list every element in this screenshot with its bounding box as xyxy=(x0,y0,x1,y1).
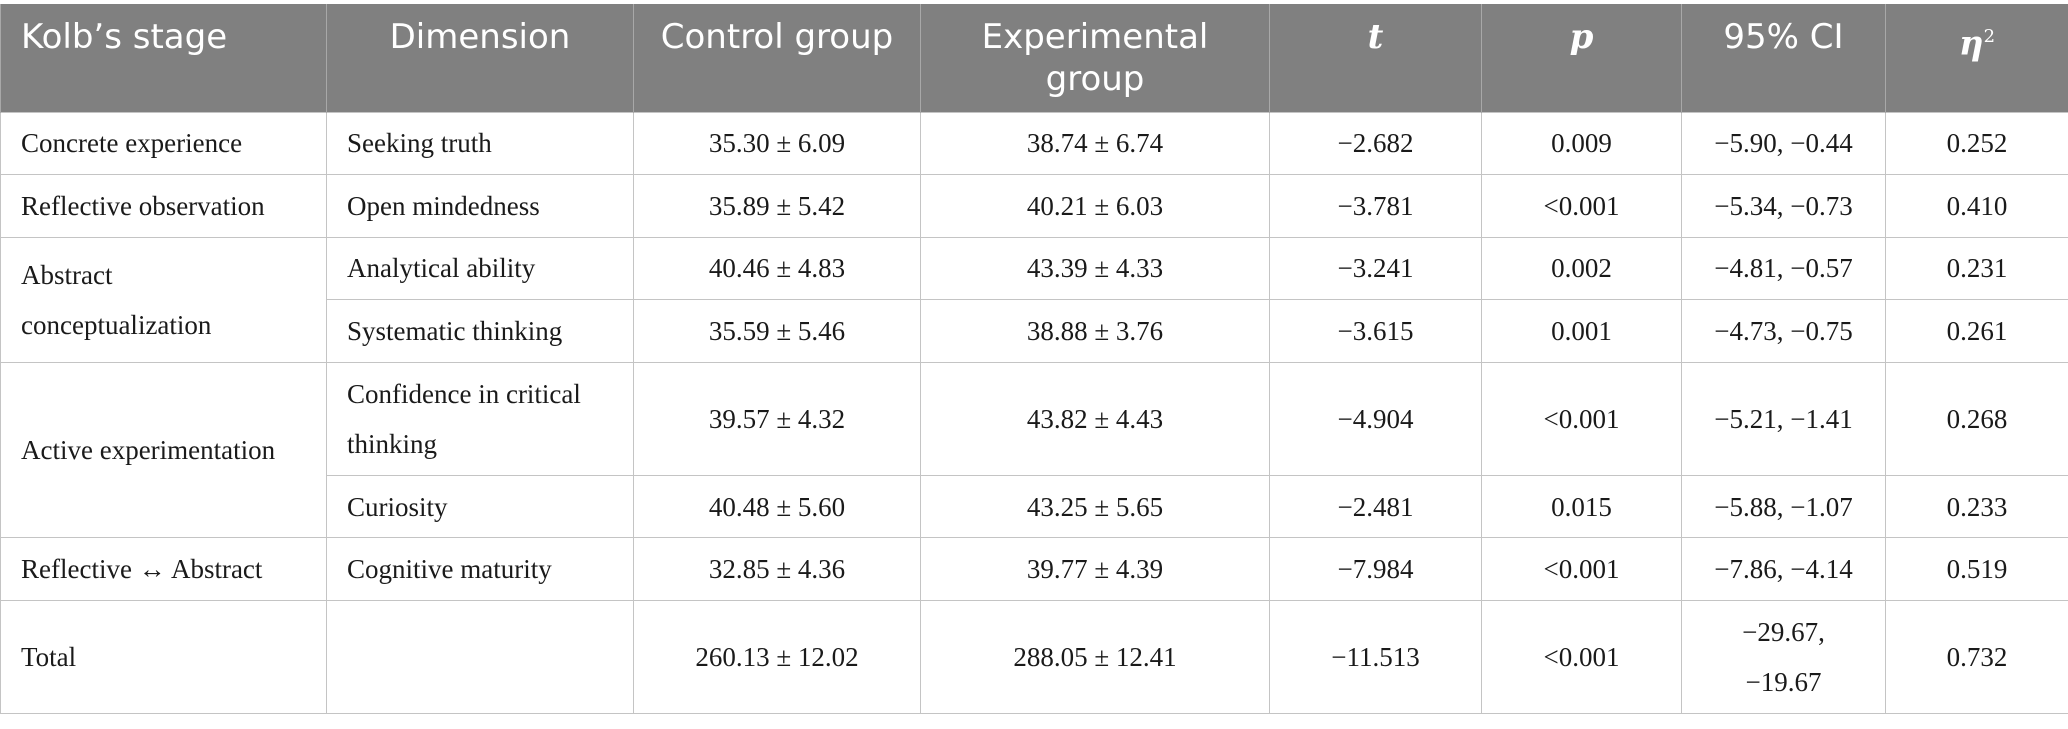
eta-cell: 0.233 xyxy=(1885,474,2068,539)
experimental-cell: 288.05 ± 12.41 xyxy=(920,599,1270,715)
p-cell: <0.001 xyxy=(1481,361,1682,476)
results-table: Kolb’s stage Dimension Control group Exp… xyxy=(0,4,2068,715)
eta-cell: 0.732 xyxy=(1885,599,2068,715)
t-cell: −11.513 xyxy=(1269,599,1482,715)
t-cell: −3.615 xyxy=(1269,299,1482,363)
ci-cell: −7.86, −4.14 xyxy=(1681,537,1886,601)
header-kolb-stage: Kolb’s stage xyxy=(0,4,327,112)
table-row: Curiosity 40.48 ± 5.60 43.25 ± 5.65 −2.4… xyxy=(1,474,2068,539)
control-cell: 35.30 ± 6.09 xyxy=(633,111,921,176)
header-p: p xyxy=(1481,4,1682,112)
ci-cell: −5.90, −0.44 xyxy=(1681,111,1886,176)
experimental-cell: 43.25 ± 5.65 xyxy=(920,474,1270,539)
stage-cell: Concrete experience xyxy=(0,111,327,176)
dimension-cell: Confidence in critical thinking xyxy=(326,361,634,476)
control-cell: 260.13 ± 12.02 xyxy=(633,599,921,715)
control-cell: 35.89 ± 5.42 xyxy=(633,174,921,238)
eta-cell: 0.261 xyxy=(1885,299,2068,363)
p-cell: <0.001 xyxy=(1481,537,1682,601)
t-cell: −3.781 xyxy=(1269,174,1482,238)
eta-cell: 0.410 xyxy=(1885,174,2068,238)
table-row: Reflective observation Open mindedness 3… xyxy=(0,174,2068,238)
t-cell: −2.682 xyxy=(1269,111,1482,176)
dimension-cell: Systematic thinking xyxy=(326,299,634,363)
stage-cell: Abstract conceptualization xyxy=(0,236,327,363)
stage-cell: Active experimentation xyxy=(0,361,327,539)
experimental-cell: 43.82 ± 4.43 xyxy=(920,361,1270,476)
ci-cell: −5.34, −0.73 xyxy=(1681,174,1886,238)
eta-cell: 0.252 xyxy=(1885,111,2068,176)
stage-cell: Reflective observation xyxy=(0,174,327,238)
dimension-cell: Analytical ability xyxy=(326,236,634,301)
eta-cell: 0.268 xyxy=(1885,361,2068,476)
dimension-cell: Curiosity xyxy=(326,474,634,539)
experimental-cell: 38.88 ± 3.76 xyxy=(920,299,1270,363)
header-dimension: Dimension xyxy=(326,4,634,112)
ci-cell: −5.21, −1.41 xyxy=(1681,361,1886,476)
control-cell: 35.59 ± 5.46 xyxy=(633,299,921,363)
dimension-cell: Open mindedness xyxy=(326,174,634,238)
dimension-cell: Cognitive maturity xyxy=(326,537,634,601)
header-eta-squared: η2 xyxy=(1885,4,2068,112)
ci-cell: −4.81, −0.57 xyxy=(1681,236,1886,301)
header-ci: 95% CI xyxy=(1681,4,1886,112)
stage-cell: Total xyxy=(0,599,327,715)
table-row: Abstract conceptualization Analytical ab… xyxy=(0,236,2068,363)
eta-cell: 0.519 xyxy=(1885,537,2068,601)
stage-cell: Reflective ↔ Abstract xyxy=(0,537,327,601)
ci-cell: −29.67, −19.67 xyxy=(1681,599,1886,715)
experimental-cell: 39.77 ± 4.39 xyxy=(920,537,1270,601)
control-cell: 39.57 ± 4.32 xyxy=(633,361,921,476)
table-row: Active experimentation Confidence in cri… xyxy=(0,361,2068,539)
control-cell: 40.46 ± 4.83 xyxy=(633,236,921,301)
t-cell: −4.904 xyxy=(1269,361,1482,476)
table-row: Reflective ↔ Abstract Cognitive maturity… xyxy=(0,537,2068,601)
table-row: Concrete experience Seeking truth 35.30 … xyxy=(0,111,2068,176)
header-t: t xyxy=(1269,4,1482,112)
ci-line-1: −29.67, xyxy=(1742,616,1825,647)
control-cell: 40.48 ± 5.60 xyxy=(633,474,921,539)
table-row-total: Total 260.13 ± 12.02 288.05 ± 12.41 −11.… xyxy=(0,599,2068,715)
p-cell: <0.001 xyxy=(1481,174,1682,238)
dimension-confidence-text: Confidence in critical thinking xyxy=(347,378,581,459)
t-cell: −2.481 xyxy=(1269,474,1482,539)
header-experimental-group: Experimental group xyxy=(920,4,1270,112)
experimental-cell: 38.74 ± 6.74 xyxy=(920,111,1270,176)
eta-cell: 0.231 xyxy=(1885,236,2068,301)
eta-exponent: 2 xyxy=(1983,26,1996,47)
dimension-cell: Seeking truth xyxy=(326,111,634,176)
p-cell: 0.002 xyxy=(1481,236,1682,301)
p-cell: 0.001 xyxy=(1481,299,1682,363)
eta-symbol: η xyxy=(1958,23,1984,64)
ci-cell: −4.73, −0.75 xyxy=(1681,299,1886,363)
experimental-cell: 40.21 ± 6.03 xyxy=(920,174,1270,238)
p-cell: <0.001 xyxy=(1481,599,1682,715)
header-control-group: Control group xyxy=(633,4,921,112)
experimental-cell: 43.39 ± 4.33 xyxy=(920,236,1270,301)
dimension-cell xyxy=(326,599,634,715)
p-cell: 0.015 xyxy=(1481,474,1682,539)
t-cell: −7.984 xyxy=(1269,537,1482,601)
stage-abstract-text: Abstract conceptualization xyxy=(21,259,212,340)
t-cell: −3.241 xyxy=(1269,236,1482,301)
ci-cell: −5.88, −1.07 xyxy=(1681,474,1886,539)
ci-line-2: −19.67 xyxy=(1745,666,1822,697)
header-row: Kolb’s stage Dimension Control group Exp… xyxy=(0,4,2068,112)
p-cell: 0.009 xyxy=(1481,111,1682,176)
control-cell: 32.85 ± 4.36 xyxy=(633,537,921,601)
